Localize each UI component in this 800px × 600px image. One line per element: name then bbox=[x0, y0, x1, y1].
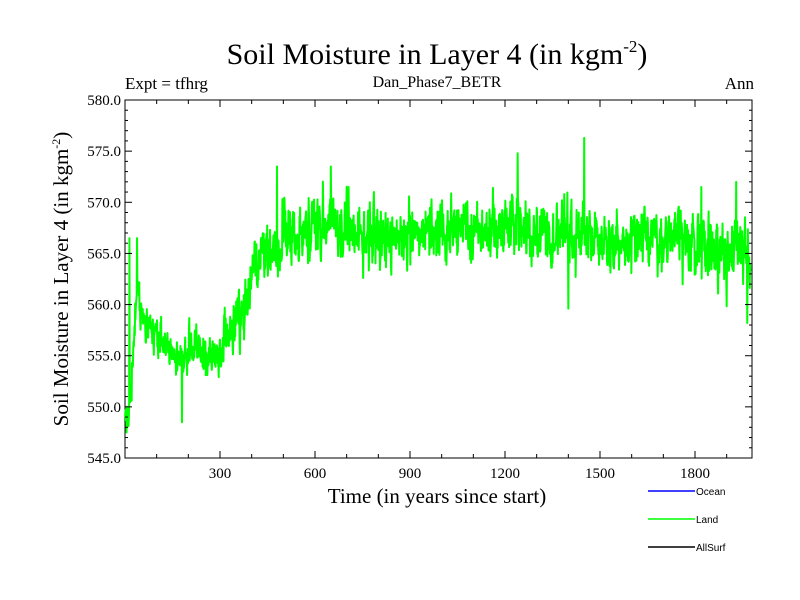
y-tick-label: 545.0 bbox=[87, 451, 121, 467]
y-tick-label: 560.0 bbox=[87, 298, 121, 314]
legend-label-allsurf: AllSurf bbox=[696, 543, 726, 554]
subtitle-center: Dan_Phase7_BETR bbox=[373, 74, 502, 91]
y-axis-label: Soil Moisture in Layer 4 (in kgm-2) bbox=[49, 132, 73, 427]
x-tick-label: 1500 bbox=[585, 466, 615, 482]
x-axis-ticks: 300 600 900 1200 1500 1800 bbox=[156, 100, 728, 482]
chart-title-main: Soil Moisture in Layer 4 (in kgm bbox=[227, 38, 624, 71]
subtitle-right: Ann bbox=[725, 74, 755, 93]
y-tick-label: 570.0 bbox=[87, 195, 121, 211]
chart-title-close: ) bbox=[637, 38, 647, 71]
y-tick-label: 555.0 bbox=[87, 349, 121, 365]
legend-label-land: Land bbox=[696, 515, 718, 526]
series-layer bbox=[124, 136, 752, 434]
x-tick-label: 1200 bbox=[490, 466, 520, 482]
x-tick-label: 900 bbox=[399, 466, 422, 482]
y-axis-label-sup: -2 bbox=[49, 139, 63, 149]
chart-title-sup: -2 bbox=[623, 37, 637, 56]
legend: Ocean Land AllSurf bbox=[648, 487, 726, 554]
subtitle-left: Expt = tfhrg bbox=[125, 74, 208, 93]
legend-label-ocean: Ocean bbox=[696, 487, 725, 498]
x-tick-label: 300 bbox=[209, 466, 232, 482]
x-tick-label: 600 bbox=[304, 466, 327, 482]
y-axis-label-close: ) bbox=[49, 132, 73, 139]
y-axis-ticks: 545.0 550.0 555.0 560.0 565.0 570.0 575.0 580.0 bbox=[87, 93, 752, 467]
y-tick-label: 550.0 bbox=[87, 400, 121, 416]
y-tick-label: 565.0 bbox=[87, 246, 121, 262]
y-tick-label: 580.0 bbox=[87, 93, 121, 109]
plot-frame bbox=[124, 99, 753, 459]
series-line-land bbox=[124, 136, 752, 434]
x-tick-label: 1800 bbox=[680, 466, 710, 482]
y-axis-label-main: Soil Moisture in Layer 4 (in kgm bbox=[49, 149, 73, 427]
chart-title: Soil Moisture in Layer 4 (in kgm-2) bbox=[227, 37, 648, 71]
x-axis-label: Time (in years since start) bbox=[328, 484, 547, 508]
y-tick-label: 575.0 bbox=[87, 144, 121, 160]
